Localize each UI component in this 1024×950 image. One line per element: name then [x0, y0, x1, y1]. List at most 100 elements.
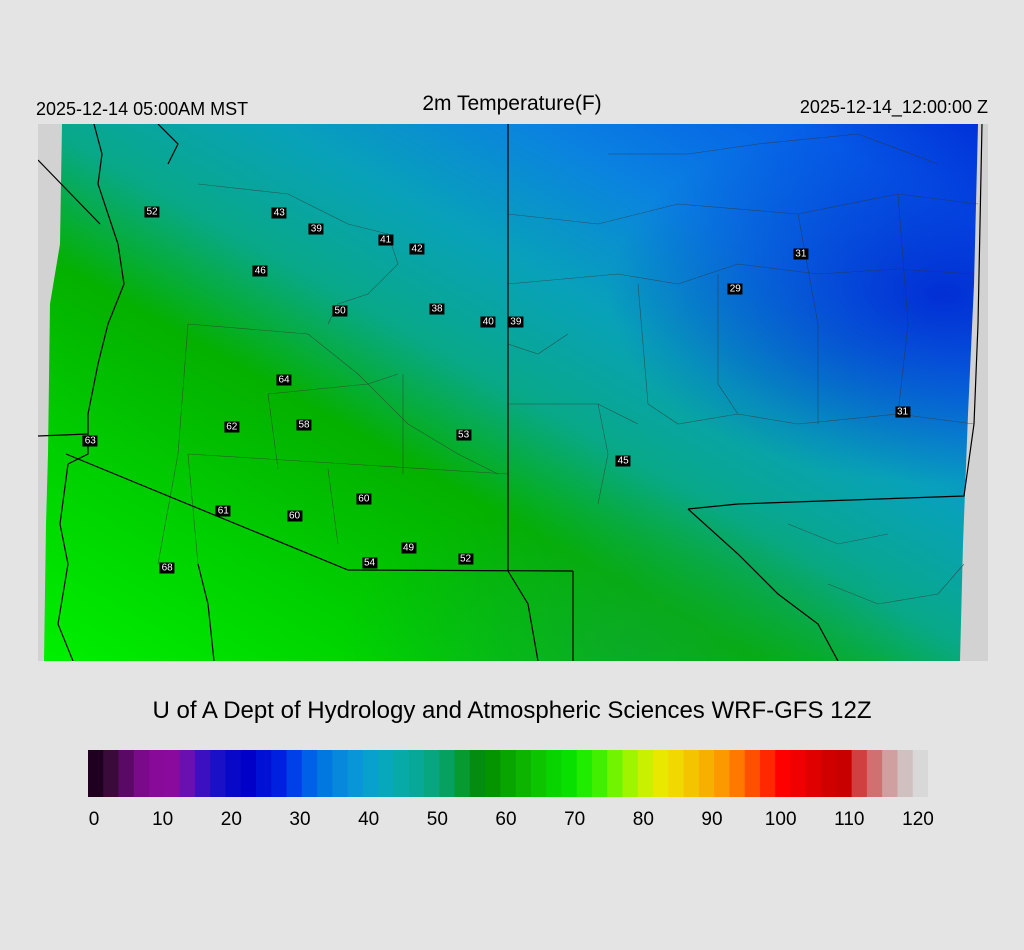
colorbar-tick-label: 30 — [289, 809, 311, 830]
colorbar-segment — [760, 750, 776, 797]
colorbar-segment — [866, 750, 883, 797]
colorbar-segment — [714, 750, 731, 797]
colorbar-tick-label: 0 — [88, 809, 100, 830]
station-value-label: 31 — [894, 406, 911, 418]
colorbar-segment — [179, 750, 196, 797]
colorbar-segment — [118, 750, 135, 797]
local-time: 2025-12-14 05:00AM MST — [36, 99, 249, 119]
temperature-field — [38, 124, 988, 661]
colorbar-segment — [225, 750, 242, 797]
station-value-label: 53 — [456, 429, 472, 441]
colorbar-segment — [164, 750, 181, 797]
station-value-label: 52 — [457, 553, 474, 565]
colorbar-tick-label: 20 — [220, 809, 242, 830]
station-value-label: 54 — [361, 557, 378, 569]
colorbar-segment — [256, 750, 272, 797]
colorbar-tick-label: 10 — [152, 809, 174, 830]
station-value-label: 39 — [508, 316, 524, 328]
temperature-colorbar — [88, 750, 928, 797]
colorbar-segment — [836, 750, 853, 797]
colorbar-segment — [775, 750, 792, 797]
colorbar-tick-label: 50 — [426, 809, 448, 830]
colorbar-segment — [362, 750, 379, 797]
valid-time: 2025-12-14_12:00:00 Z — [799, 97, 988, 117]
station-value-label: 41 — [378, 234, 394, 246]
colorbar-segment — [424, 750, 440, 797]
station-value-label: 60 — [286, 510, 303, 522]
colorbar-segment — [332, 750, 349, 797]
colorbar-segment — [286, 750, 303, 797]
colorbar-segment — [408, 750, 425, 797]
colorbar-tick-label: 100 — [764, 809, 797, 830]
colorbar-segment — [622, 750, 639, 797]
colorbar-segment — [546, 750, 563, 797]
colorbar-tick-label: 60 — [495, 809, 517, 830]
colorbar-tick-label: 120 — [902, 809, 934, 830]
colorbar-segment — [240, 750, 257, 797]
colorbar-tick-label: 80 — [632, 809, 654, 830]
colorbar-segment — [668, 750, 685, 797]
station-value-label: 46 — [252, 265, 268, 277]
credit-line: U of A Dept of Hydrology and Atmospheric… — [152, 697, 872, 724]
colorbar-segment — [729, 750, 746, 797]
colorbar-segment — [103, 750, 120, 797]
colorbar-segment — [897, 750, 914, 797]
colorbar-segment — [607, 750, 624, 797]
station-value-label: 40 — [480, 316, 496, 328]
colorbar-segment — [500, 750, 517, 797]
colorbar-segment — [576, 750, 593, 797]
colorbar-segment — [592, 750, 608, 797]
colorbar-segment — [347, 750, 364, 797]
colorbar-segment — [851, 750, 868, 797]
station-value-label: 29 — [727, 283, 743, 295]
colorbar-tick-label: 40 — [358, 809, 380, 830]
station-value-label: 60 — [356, 493, 372, 505]
colorbar-segment — [882, 750, 899, 797]
map-title: 2m Temperature(F) — [422, 92, 602, 115]
temperature-map: 52 43 39 41 42 46 31 29 50 38 40 39 64 62 58 31 53 63 45 60… — [38, 124, 988, 661]
colorbar-tick-label: 90 — [701, 809, 723, 830]
colorbar-segment — [561, 750, 578, 797]
colorbar-segment — [149, 750, 165, 797]
colorbar-segment — [530, 750, 547, 797]
colorbar-segment — [653, 750, 669, 797]
station-value-label: 43 — [271, 207, 287, 219]
station-value-label: 42 — [409, 243, 425, 255]
station-value-label: 58 — [296, 419, 312, 431]
colorbar-segment — [912, 750, 928, 797]
colorbar-segment — [317, 750, 333, 797]
colorbar-segment — [454, 750, 471, 797]
station-value-label: 63 — [82, 435, 98, 447]
colorbar-segment — [744, 750, 761, 797]
station-value-label: 68 — [159, 562, 175, 574]
colorbar-segment — [485, 750, 501, 797]
station-value-label: 64 — [276, 374, 292, 386]
station-value-label: 49 — [400, 542, 417, 554]
colorbar-segment — [439, 750, 456, 797]
colorbar-segment — [515, 750, 532, 797]
colorbar-segment — [194, 750, 211, 797]
station-value-label: 61 — [215, 505, 231, 517]
colorbar-segment — [271, 750, 288, 797]
colorbar-segment — [469, 750, 486, 797]
colorbar-segment — [790, 750, 807, 797]
colorbar-segment — [210, 750, 227, 797]
colorbar-segment — [133, 750, 150, 797]
station-value-label: 52 — [144, 206, 160, 218]
station-value-label: 39 — [308, 223, 324, 235]
colorbar-segment — [698, 750, 715, 797]
colorbar-tick-label: 70 — [564, 809, 586, 830]
colorbar-segment — [637, 750, 654, 797]
station-value-label: 50 — [332, 305, 348, 317]
station-value-label: 45 — [615, 455, 631, 467]
colorbar-segment — [821, 750, 837, 797]
colorbar-segment — [683, 750, 700, 797]
colorbar-segment — [805, 750, 822, 797]
colorbar-tick-label: 110 — [834, 809, 865, 830]
colorbar-segment — [88, 750, 104, 797]
station-value-label: 62 — [224, 421, 240, 433]
station-value-label: 38 — [429, 303, 445, 315]
colorbar-segment — [393, 750, 410, 797]
colorbar-segment — [301, 750, 318, 797]
colorbar-segment — [378, 750, 395, 797]
